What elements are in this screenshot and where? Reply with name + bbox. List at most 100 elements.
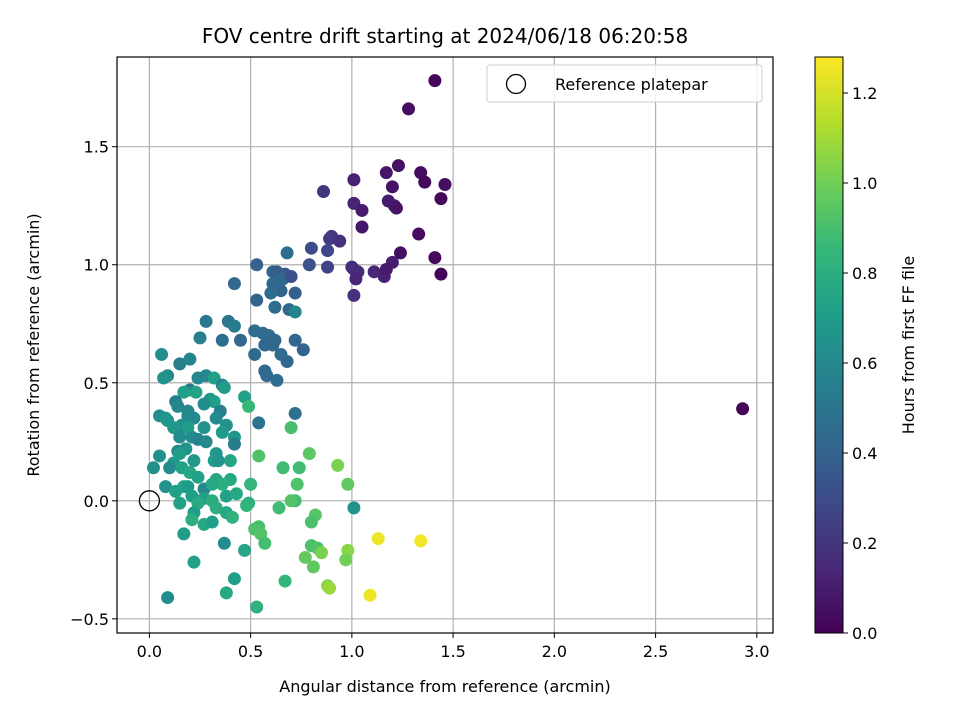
data-point: [209, 411, 223, 425]
data-point: [284, 270, 298, 284]
data-point: [215, 425, 229, 439]
data-point: [252, 416, 266, 430]
data-point: [207, 395, 221, 409]
colorbar-tick-label: 0.8: [852, 264, 877, 283]
data-point: [266, 338, 280, 352]
data-point: [187, 454, 201, 468]
data-point: [159, 411, 173, 425]
data-point: [304, 241, 318, 255]
y-tick-label: 0.5: [84, 374, 109, 393]
data-point: [347, 501, 361, 515]
data-point: [260, 369, 274, 383]
x-tick-label: 2.5: [643, 642, 668, 661]
data-point: [250, 258, 264, 272]
legend: Reference platepar: [486, 64, 763, 103]
x-tick-label: 0.0: [137, 642, 162, 661]
data-point: [292, 461, 306, 475]
data-point: [191, 470, 205, 484]
x-axis-label: Angular distance from reference (arcmin): [279, 677, 610, 696]
data-point: [250, 600, 264, 614]
data-point: [288, 333, 302, 347]
data-point: [215, 333, 229, 347]
data-point: [296, 343, 310, 357]
data-point: [173, 357, 187, 371]
colorbar-tick-label: 0.2: [852, 534, 877, 553]
data-point: [157, 371, 171, 385]
data-point: [227, 572, 241, 586]
data-point: [288, 305, 302, 319]
data-point: [347, 173, 361, 187]
data-point: [280, 246, 294, 260]
data-point: [258, 536, 272, 550]
data-point: [211, 454, 225, 468]
reference-platepar-marker: [138, 490, 161, 512]
data-point: [434, 267, 448, 281]
data-point: [341, 477, 355, 491]
data-point: [227, 437, 241, 451]
x-tick-label: 3.0: [744, 642, 769, 661]
data-point: [288, 286, 302, 300]
data-point: [284, 494, 298, 508]
data-points: [138, 74, 750, 614]
data-point: [193, 331, 207, 345]
data-point: [173, 496, 187, 510]
legend-reference-marker: [505, 73, 527, 95]
x-tick-label: 0.5: [238, 642, 263, 661]
data-point: [268, 300, 282, 314]
data-point: [367, 265, 381, 279]
data-point: [402, 102, 416, 116]
data-point: [189, 385, 203, 399]
x-tick-label: 1.5: [440, 642, 465, 661]
data-point: [280, 355, 294, 369]
data-point: [302, 258, 316, 272]
data-point: [379, 166, 393, 180]
data-point: [434, 192, 448, 206]
data-point: [428, 251, 442, 265]
colorbar-tick-label: 1.0: [852, 174, 877, 193]
legend-box: [486, 64, 763, 103]
data-point: [227, 319, 241, 333]
data-point: [146, 461, 160, 475]
data-point: [418, 175, 432, 189]
data-point: [363, 588, 377, 602]
data-point: [393, 246, 407, 260]
data-point: [197, 397, 211, 411]
data-point: [278, 574, 292, 588]
data-point: [389, 201, 403, 215]
x-tick-label: 2.0: [542, 642, 567, 661]
colorbar-tick-label: 0.4: [852, 444, 877, 463]
data-point: [229, 487, 243, 501]
data-point: [314, 546, 328, 560]
colorbar-label: Hours from first FF file: [899, 256, 918, 435]
data-point: [428, 74, 442, 88]
data-point: [199, 435, 213, 449]
data-point: [355, 203, 369, 217]
data-point: [177, 385, 191, 399]
data-point: [217, 380, 231, 394]
colorbar-tick-label: 0.6: [852, 354, 877, 373]
data-point: [177, 527, 191, 541]
data-point: [219, 489, 233, 503]
y-axis-ticks: −0.5 0.0 0.5 1.0 1.5: [70, 138, 117, 629]
data-point: [215, 477, 229, 491]
data-point: [205, 477, 219, 491]
data-point: [250, 293, 264, 307]
data-point: [321, 260, 335, 274]
data-point: [219, 586, 233, 600]
data-point: [209, 501, 223, 515]
data-point: [355, 220, 369, 234]
data-point: [274, 284, 288, 298]
data-point: [317, 185, 331, 199]
y-tick-label: 1.0: [84, 256, 109, 275]
y-tick-label: 0.0: [84, 492, 109, 511]
data-point: [333, 234, 347, 248]
data-point: [187, 411, 201, 425]
data-point: [379, 262, 393, 276]
data-point: [306, 560, 320, 574]
y-tick-label: 1.5: [84, 138, 109, 157]
colorbar-gradient: [814, 56, 844, 634]
legend-entry-label: Reference platepar: [555, 75, 708, 94]
data-point: [163, 461, 177, 475]
data-point: [173, 430, 187, 444]
